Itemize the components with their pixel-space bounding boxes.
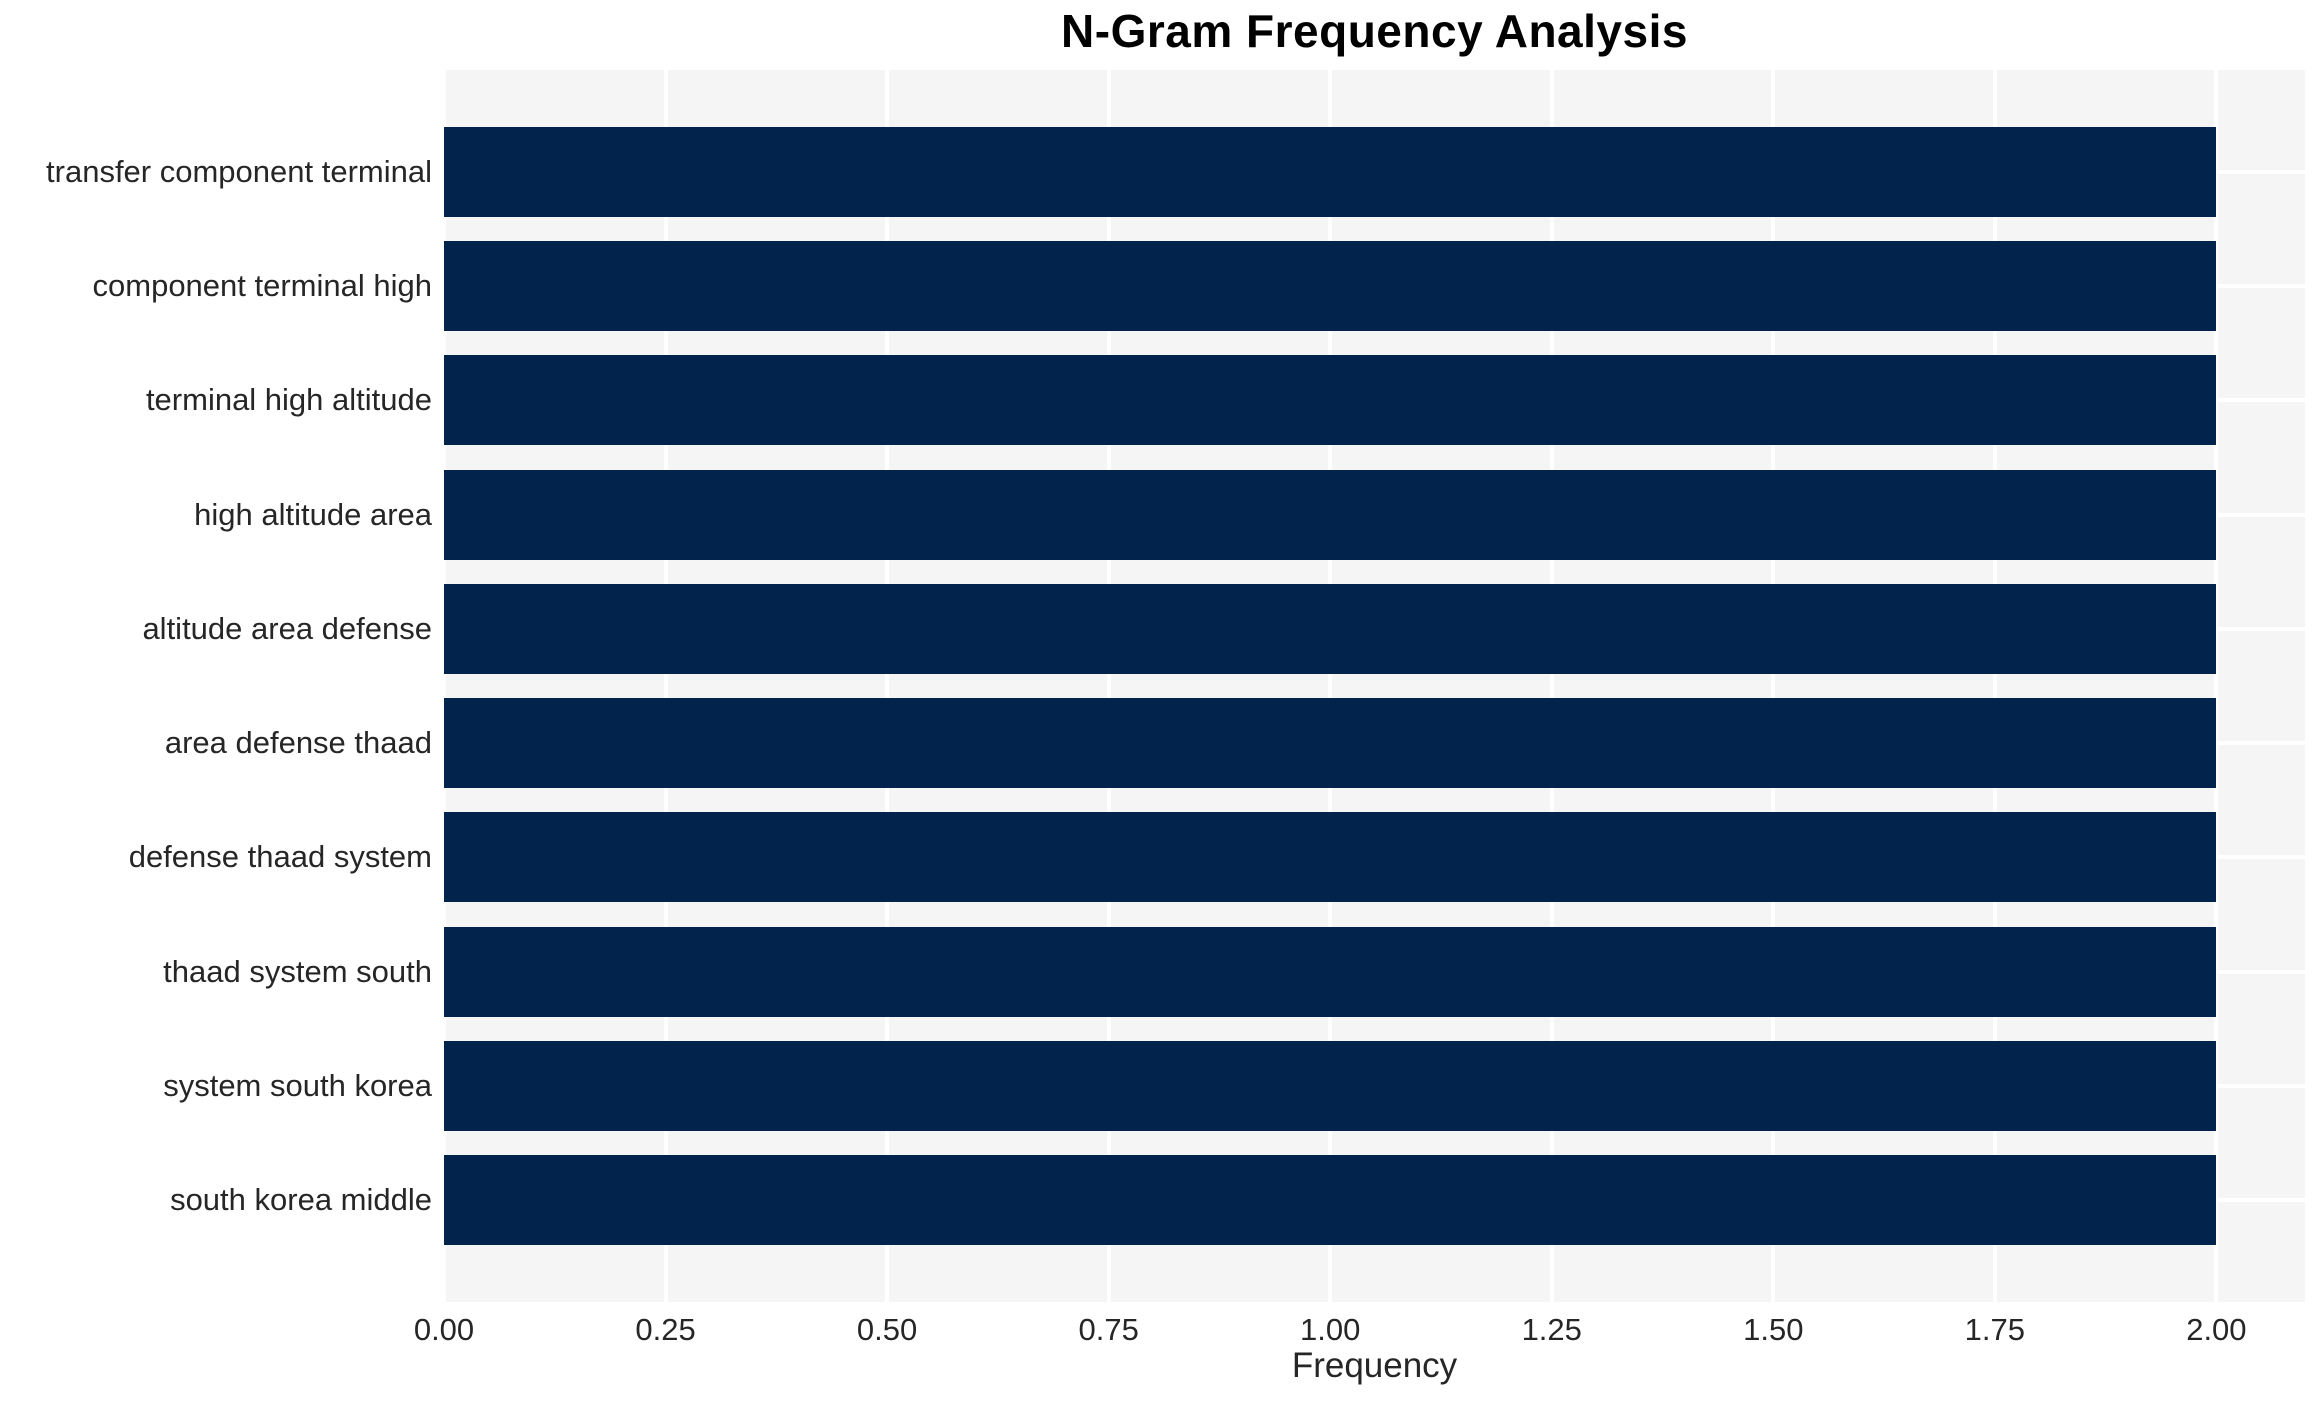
y-axis-label: component terminal high: [92, 268, 432, 304]
x-gridline: [2214, 70, 2219, 1302]
chart-title: N-Gram Frequency Analysis: [1061, 5, 1688, 57]
x-tick-label: 0.50: [856, 1312, 918, 1347]
bar-row: thaad system south: [163, 926, 2305, 1017]
x-tick-label: 0.00: [413, 1312, 475, 1347]
bar-rows: transfer component terminal component ter…: [46, 70, 2305, 1302]
y-axis-label: altitude area defense: [142, 610, 432, 646]
y-axis-label: area defense thaad: [164, 725, 432, 761]
y-axis-label: thaad system south: [163, 953, 432, 989]
x-tick-label: 1.00: [1300, 1312, 1361, 1347]
y-axis-label: transfer component terminal: [46, 154, 432, 189]
x-tick-label: 1.75: [1964, 1312, 2025, 1347]
frequency-bar: [444, 1154, 2217, 1245]
plot-area: transfer component terminal component ter…: [46, 70, 2305, 1302]
bar-row: defense thaad system: [129, 812, 2305, 903]
frequency-bar: [444, 698, 2217, 789]
x-gridline: [885, 70, 890, 1302]
x-gridline: [663, 70, 668, 1302]
bar-row: altitude area defense: [142, 583, 2305, 674]
x-tick-label: 0.25: [635, 1312, 696, 1347]
bar-row: system south korea: [163, 1040, 2305, 1131]
frequency-bar: [444, 583, 2217, 674]
x-gridline: [442, 70, 446, 1302]
y-axis-label: defense thaad system: [128, 839, 432, 875]
bar-row: transfer component terminal: [46, 127, 2305, 217]
frequency-bar: [444, 355, 2217, 446]
x-tick-label: 2.00: [2186, 1312, 2247, 1347]
bar-row: component terminal high: [93, 241, 2305, 332]
x-gridline: [1549, 70, 1554, 1302]
x-tick-label: 0.75: [1078, 1312, 1139, 1347]
frequency-bar: [444, 241, 2217, 332]
frequency-bar: [444, 812, 2217, 903]
x-gridline: [1328, 70, 1333, 1302]
x-tick-label: 1.50: [1743, 1312, 1804, 1347]
bar-row: terminal high altitude: [146, 355, 2305, 446]
y-axis-label: south korea middle: [170, 1181, 432, 1217]
frequency-bar: [444, 926, 2217, 1017]
frequency-bar: [444, 1040, 2217, 1131]
bar-row: south korea middle: [170, 1154, 2305, 1245]
y-axis-label: system south korea: [163, 1067, 432, 1103]
x-axis-title: Frequency: [1291, 1346, 1458, 1385]
frequency-bar: [444, 469, 2217, 560]
bar-row: area defense thaad: [165, 698, 2305, 789]
frequency-bar: [444, 127, 2217, 217]
bar-row: high altitude area: [194, 469, 2305, 560]
x-gridline: [1106, 70, 1111, 1302]
y-axis-label: terminal high altitude: [145, 382, 432, 418]
x-tick-label: 1.25: [1521, 1312, 1582, 1347]
x-gridline: [1771, 70, 1776, 1302]
y-axis-label: high altitude area: [194, 496, 432, 532]
x-gridline: [1992, 70, 1997, 1302]
